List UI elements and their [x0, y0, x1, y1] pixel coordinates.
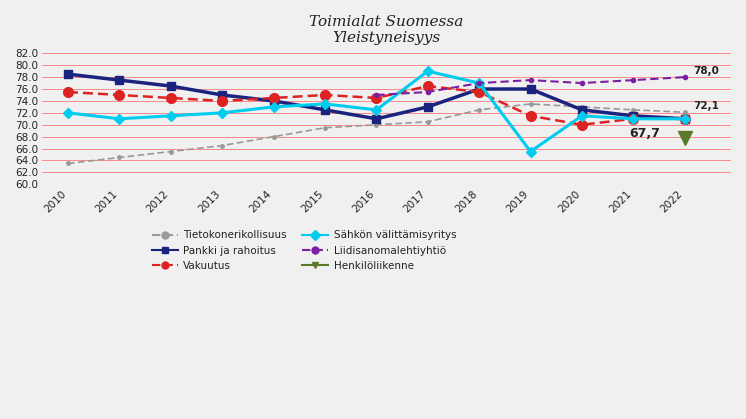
- Liidisanomalehtiyhtiö: [372, 93, 381, 98]
- Line: Pankki ja rahoitus: Pankki ja rahoitus: [64, 70, 689, 123]
- Title: Toimialat Suomessa
Yleistyneisyys: Toimialat Suomessa Yleistyneisyys: [310, 15, 464, 45]
- Vakuutus: [680, 116, 689, 122]
- Vakuutus: [115, 93, 124, 98]
- Pankki ja rahoitus: [166, 83, 175, 88]
- Liidisanomalehtiyhtiö: [526, 78, 535, 83]
- Sähkön välittämisyritys: [63, 110, 72, 115]
- Pankki ja rahoitus: [372, 116, 381, 122]
- Vakuutus: [474, 90, 483, 95]
- Sähkön välittämisyritys: [680, 116, 689, 122]
- Tietokonerikollisuus: [577, 104, 586, 109]
- Sähkön välittämisyritys: [372, 107, 381, 112]
- Tietokonerikollisuus: [629, 107, 638, 112]
- Vakuutus: [629, 116, 638, 122]
- Sähkön välittämisyritys: [474, 80, 483, 85]
- Pankki ja rahoitus: [269, 98, 278, 103]
- Vakuutus: [526, 113, 535, 118]
- Liidisanomalehtiyhtiö: [629, 78, 638, 83]
- Vakuutus: [218, 98, 227, 103]
- Pankki ja rahoitus: [577, 107, 586, 112]
- Sähkön välittämisyritys: [629, 116, 638, 122]
- Pankki ja rahoitus: [423, 104, 432, 109]
- Tietokonerikollisuus: [166, 149, 175, 154]
- Pankki ja rahoitus: [63, 72, 72, 77]
- Text: 67,7: 67,7: [629, 127, 660, 140]
- Line: Liidisanomalehtiyhtiö: Liidisanomalehtiyhtiö: [374, 75, 687, 97]
- Tietokonerikollisuus: [680, 110, 689, 115]
- Sähkön välittämisyritys: [577, 113, 586, 118]
- Pankki ja rahoitus: [115, 78, 124, 83]
- Liidisanomalehtiyhtiö: [423, 90, 432, 95]
- Line: Vakuutus: Vakuutus: [63, 81, 689, 129]
- Tietokonerikollisuus: [269, 134, 278, 139]
- Vakuutus: [321, 93, 330, 98]
- Tietokonerikollisuus: [474, 107, 483, 112]
- Pankki ja rahoitus: [526, 86, 535, 91]
- Tietokonerikollisuus: [372, 122, 381, 127]
- Sähkön välittämisyritys: [115, 116, 124, 122]
- Tietokonerikollisuus: [321, 125, 330, 130]
- Line: Sähkön välittämisyritys: Sähkön välittämisyritys: [64, 68, 689, 155]
- Vakuutus: [372, 96, 381, 101]
- Text: 78,0: 78,0: [693, 66, 719, 76]
- Sähkön välittämisyritys: [423, 69, 432, 74]
- Tietokonerikollisuus: [115, 155, 124, 160]
- Tietokonerikollisuus: [423, 119, 432, 124]
- Vakuutus: [269, 96, 278, 101]
- Vakuutus: [63, 90, 72, 95]
- Liidisanomalehtiyhtiö: [577, 80, 586, 85]
- Vakuutus: [423, 83, 432, 88]
- Liidisanomalehtiyhtiö: [680, 75, 689, 80]
- Sähkön välittämisyritys: [166, 113, 175, 118]
- Line: Tietokonerikollisuus: Tietokonerikollisuus: [66, 102, 686, 165]
- Sähkön välittämisyritys: [321, 101, 330, 106]
- Pankki ja rahoitus: [680, 116, 689, 122]
- Sähkön välittämisyritys: [526, 149, 535, 154]
- Vakuutus: [577, 122, 586, 127]
- Pankki ja rahoitus: [474, 86, 483, 91]
- Tietokonerikollisuus: [218, 143, 227, 148]
- Text: 72,1: 72,1: [693, 101, 719, 111]
- Tietokonerikollisuus: [63, 161, 72, 166]
- Pankki ja rahoitus: [321, 107, 330, 112]
- Legend: Tietokonerikollisuus, Pankki ja rahoitus, Vakuutus, Sähkön välittämisyritys, Lii: Tietokonerikollisuus, Pankki ja rahoitus…: [148, 226, 460, 275]
- Pankki ja rahoitus: [218, 93, 227, 98]
- Pankki ja rahoitus: [629, 113, 638, 118]
- Sähkön välittämisyritys: [218, 110, 227, 115]
- Sähkön välittämisyritys: [269, 104, 278, 109]
- Liidisanomalehtiyhtiö: [474, 80, 483, 85]
- Vakuutus: [166, 96, 175, 101]
- Tietokonerikollisuus: [526, 101, 535, 106]
